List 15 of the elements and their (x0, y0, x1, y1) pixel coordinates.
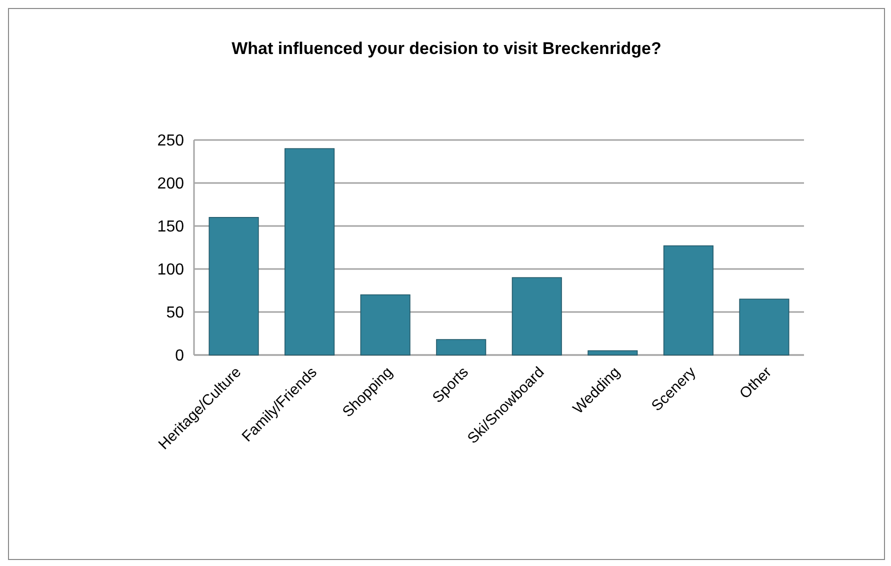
bar (588, 350, 638, 356)
y-tick-label: 150 (157, 218, 184, 236)
y-tick-label: 50 (166, 304, 184, 322)
bar (284, 148, 335, 356)
y-tick-label: 250 (157, 132, 184, 150)
y-tick-label: 0 (175, 348, 184, 365)
bar (512, 277, 562, 356)
bar (663, 245, 714, 356)
bar (208, 217, 259, 356)
bar (436, 339, 486, 356)
bar (360, 294, 410, 356)
y-tick-label: 100 (157, 262, 184, 279)
bar (739, 298, 790, 356)
chart-title: What influenced your decision to visit Breckenridge? (232, 39, 662, 58)
y-tick-label: 200 (157, 176, 184, 193)
